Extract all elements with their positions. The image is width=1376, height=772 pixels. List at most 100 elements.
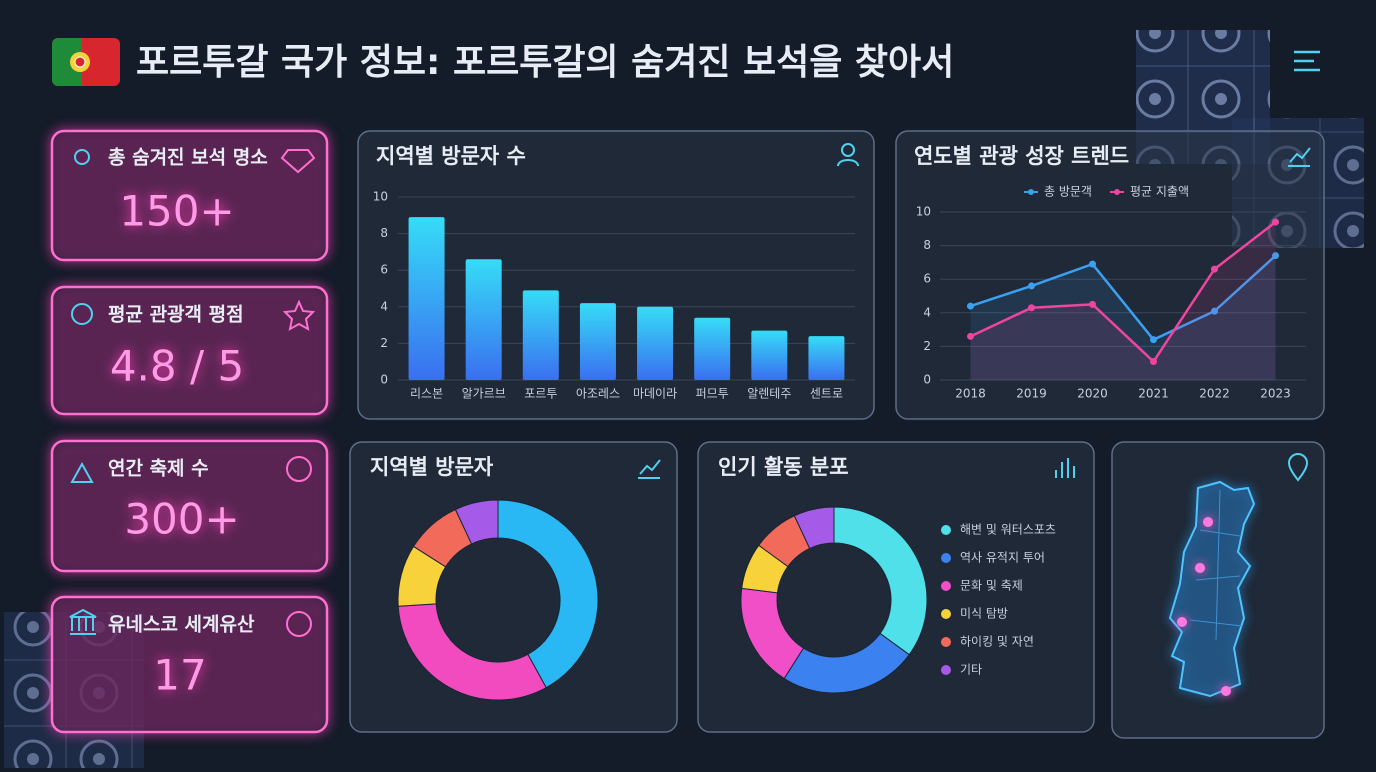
point [1028, 304, 1035, 312]
y-tick-label: 6 [380, 263, 388, 277]
bar [522, 290, 559, 380]
legend-swatch [941, 665, 951, 675]
bar [465, 259, 502, 380]
legend-label: 기타 [960, 663, 982, 677]
point [1150, 336, 1157, 344]
legend-swatch [1028, 189, 1034, 195]
y-tick-label: 4 [923, 305, 931, 319]
legend-label: 문화 및 축제 [960, 579, 1023, 593]
donut-segment [497, 499, 599, 689]
legend-swatch [941, 581, 951, 591]
trend-icon [1288, 147, 1311, 167]
point [967, 332, 974, 340]
donut-segment [833, 506, 928, 656]
legend-swatch [941, 553, 951, 563]
kpi-label: 연간 축제 수 [108, 458, 209, 480]
bar [408, 217, 445, 380]
chart-title: 연도별 관광 성장 트렌드 [914, 144, 1129, 168]
heritage-icon [286, 611, 312, 637]
people-icon [71, 303, 93, 325]
legend-swatch [1114, 189, 1120, 195]
x-tick-label: 센트로 [810, 387, 843, 401]
y-tick-label: 8 [380, 226, 388, 240]
point [1089, 260, 1096, 268]
x-tick-label: 아조레스 [576, 387, 620, 401]
line-area [970, 255, 1276, 380]
chart-title: 인기 활동 분포 [718, 455, 849, 479]
legend-swatch [941, 525, 951, 535]
y-tick-label: 8 [923, 238, 931, 252]
kpi-value: 150+ [119, 187, 234, 236]
kpi-value: 300+ [124, 495, 239, 544]
x-tick-label: 2018 [955, 387, 986, 401]
chart-title: 지역별 방문자 수 [376, 144, 526, 168]
map-card [1111, 441, 1325, 739]
legend-swatch [941, 637, 951, 647]
x-tick-label: 리스본 [410, 387, 443, 401]
point [967, 302, 974, 310]
festival-icon [286, 456, 312, 482]
user-icon [837, 143, 859, 167]
x-tick-label: 알가르브 [462, 387, 506, 401]
point [1028, 282, 1035, 290]
kpi-label: 유네스코 세계유산 [108, 614, 255, 636]
bar [751, 330, 788, 380]
point [1150, 358, 1157, 366]
y-tick-label: 2 [923, 339, 931, 353]
star-icon [282, 299, 316, 331]
legend-label: 미식 탐방 [960, 607, 1008, 621]
legend-label: 해변 및 워터스포츠 [960, 523, 1056, 537]
trend-icon [638, 459, 661, 479]
legend-label: 평균 지출액 [1130, 185, 1189, 199]
page-title: 포르투갈 국가 정보: 포르투갈의 숨겨진 보석을 찾아서 [136, 42, 954, 83]
x-tick-label: 2019 [1016, 387, 1047, 401]
kpi-value: 17 [153, 651, 206, 700]
point [1272, 252, 1279, 260]
line [969, 221, 1277, 364]
donut-segment [793, 506, 835, 550]
y-tick-label: 10 [916, 205, 931, 219]
gem-icon [280, 149, 316, 174]
kpi-card [50, 439, 329, 573]
chart-title: 지역별 방문자 [370, 455, 494, 479]
line-area [970, 222, 1276, 380]
y-tick-label: 2 [380, 336, 388, 350]
x-tick-label: 2022 [1199, 387, 1230, 401]
x-tick-label: 2020 [1077, 387, 1108, 401]
party-icon [70, 461, 94, 483]
x-tick-label: 알렌테주 [747, 387, 791, 401]
x-tick-label: 2023 [1260, 387, 1291, 401]
y-tick-label: 0 [380, 373, 388, 387]
legend-label: 총 방문객 [1044, 185, 1092, 199]
donut-segment [454, 499, 499, 545]
bar [579, 303, 616, 380]
kpi-label: 평균 관광객 평점 [108, 304, 244, 326]
museum-icon [69, 608, 97, 635]
x-tick-label: 포르투 [524, 387, 557, 401]
y-tick-label: 10 [373, 190, 388, 204]
donut-segment [397, 603, 547, 701]
chart-card [895, 130, 1325, 420]
bars-icon [1055, 458, 1075, 478]
pin-icon [74, 149, 90, 165]
kpi-value: 4.8 / 5 [110, 342, 244, 391]
y-tick-label: 4 [380, 299, 388, 313]
point [1272, 218, 1279, 226]
point [1211, 265, 1218, 273]
x-tick-label: 2021 [1138, 387, 1169, 401]
bar [637, 306, 674, 380]
legend-swatch [941, 609, 951, 619]
bar [694, 317, 731, 380]
kpi-label: 총 숨겨진 보석 명소 [108, 147, 268, 169]
y-tick-label: 0 [923, 373, 931, 387]
menu-button[interactable] [1294, 50, 1320, 72]
x-tick-label: 마데이라 [633, 387, 677, 401]
bar [808, 336, 845, 380]
flag [52, 38, 120, 86]
kpi-card [50, 595, 329, 734]
kpi-card [50, 285, 329, 416]
x-tick-label: 퍼므투 [696, 387, 729, 401]
legend-label: 하이킹 및 자연 [960, 635, 1034, 649]
